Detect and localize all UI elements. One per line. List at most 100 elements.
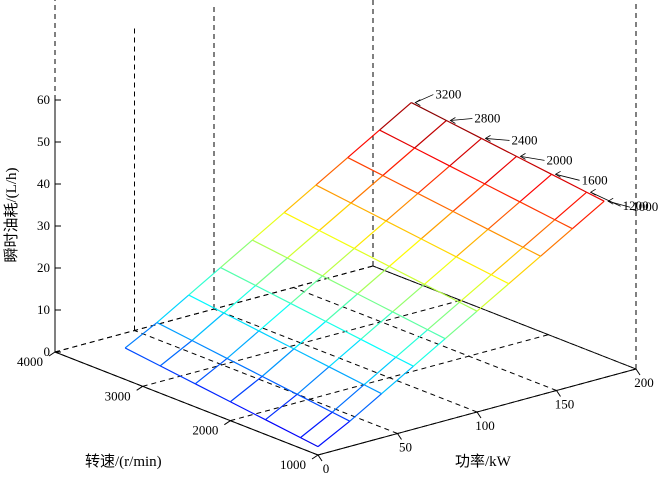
y-tick-mark	[48, 351, 56, 357]
mesh-line-power-60	[325, 320, 362, 340]
mesh-line-rpm-2400	[322, 247, 355, 277]
mesh-line-rpm-1200	[300, 411, 333, 439]
mesh-line-rpm-2800	[414, 120, 447, 149]
mesh-line-power-60	[220, 267, 256, 287]
mesh-line-rpm-2800	[287, 230, 320, 259]
series-label-3200: 3200	[435, 87, 461, 102]
mesh-line-rpm-2800	[255, 257, 288, 286]
mesh-line-rpm-1000	[540, 228, 573, 257]
y-tick-label: 4000	[17, 354, 43, 369]
mesh-line-rpm-2000	[229, 375, 263, 403]
mesh-line-power-100	[283, 212, 320, 232]
y-tick-label: 3000	[105, 388, 131, 403]
mesh-line-power-140	[417, 192, 454, 212]
series-label-1200: 1200	[623, 198, 649, 213]
mesh-line-power-140	[487, 228, 524, 248]
mesh-line-rpm-2000	[325, 293, 358, 322]
floor-grid-line	[134, 330, 398, 434]
mesh-line-power-140	[382, 174, 419, 194]
mesh-line-power-100	[389, 265, 425, 285]
mesh-line-rpm-2000	[484, 155, 517, 185]
mesh-line-power-120	[350, 202, 387, 222]
series-arrow-2000	[520, 155, 545, 161]
floor-grid-line	[142, 299, 461, 387]
series-label-2400: 2400	[511, 132, 537, 147]
mesh-line-rpm-1600	[360, 311, 393, 340]
mesh-line-power-80	[322, 275, 358, 295]
series-arrowhead-1200	[589, 188, 596, 196]
mesh-line-power-160	[554, 219, 573, 230]
mesh-line-rpm-2400	[449, 137, 482, 167]
mesh-line-power-180	[446, 119, 482, 139]
mesh-line-power-0	[124, 347, 161, 367]
x-tick-label: 0	[323, 461, 330, 474]
series-arrowhead-2400	[484, 135, 491, 142]
mesh-line-power-60	[360, 338, 397, 358]
mesh-line-power-40	[258, 330, 295, 350]
mesh-line-power-120	[455, 256, 492, 276]
mesh-line-power-40	[223, 312, 260, 332]
x-tick-mark	[397, 433, 402, 440]
surface-mesh	[124, 102, 605, 448]
x-tick-label: 200	[634, 375, 654, 390]
series-arrowhead-2800	[449, 117, 456, 124]
mesh-line-power-80	[287, 257, 323, 277]
mesh-line-power-40	[328, 366, 365, 386]
mesh-line-rpm-1200	[459, 274, 492, 303]
mesh-line-rpm-1000	[317, 420, 351, 448]
mesh-line-power-20	[156, 322, 193, 342]
mesh-line-rpm-1600	[455, 228, 489, 258]
mesh-line-rpm-2400	[194, 357, 228, 385]
floor-grid-line	[293, 287, 557, 391]
mesh-line-rpm-1000	[413, 338, 446, 367]
x-tick-mark	[556, 390, 561, 397]
mesh-line-rpm-1600	[487, 201, 521, 230]
x-tick-label: 100	[475, 418, 495, 433]
z-axis-label: 瞬时油耗/(L/h)	[3, 168, 20, 263]
mesh-line-rpm-2000	[388, 238, 422, 267]
mesh-line-rpm-2000	[452, 183, 486, 212]
tick-labels: 0501001502001000200030004000010203040506…	[17, 92, 654, 476]
z-tick-label: 0	[44, 344, 51, 359]
mesh-line-rpm-1200	[522, 219, 556, 248]
mesh-line-power-80	[427, 329, 446, 340]
mesh-line-power-80	[252, 239, 288, 259]
mesh-line-rpm-2400	[385, 192, 419, 222]
z-tick-label: 60	[37, 92, 50, 107]
mesh-line-power-120	[385, 220, 422, 240]
z-tick-label: 50	[37, 134, 50, 149]
x-tick-mark	[317, 454, 323, 462]
mesh-line-rpm-3200	[220, 239, 253, 269]
mesh-line-power-100	[353, 247, 390, 267]
mesh-line-power-0	[230, 401, 266, 421]
z-tick-label: 40	[37, 176, 50, 191]
mesh-line-rpm-3200	[315, 157, 349, 186]
mesh-line-rpm-2400	[353, 220, 387, 249]
mesh-line-power-160	[379, 129, 415, 149]
mesh-line-rpm-1000	[349, 393, 382, 422]
mesh-line-rpm-3200	[188, 267, 221, 296]
x-axis-label: 功率/kW	[455, 453, 512, 470]
mesh-line-power-100	[459, 301, 478, 312]
mesh-line-power-180	[516, 155, 552, 175]
mesh-line-rpm-1200	[554, 191, 588, 221]
mesh-line-power-60	[290, 302, 327, 322]
mesh-line-power-0	[300, 437, 319, 448]
mesh-line-power-120	[315, 184, 352, 204]
floor-back-edges	[54, 265, 637, 370]
x-tick-label: 150	[555, 397, 575, 412]
series-arrowhead-2000	[519, 153, 526, 160]
y-tick-mark	[224, 420, 231, 426]
mesh-line-rpm-3200	[156, 294, 190, 324]
mesh-line-rpm-2800	[382, 147, 415, 176]
mesh-line-rpm-3200	[251, 212, 285, 241]
y-axis-label: 转速/(r/min)	[85, 453, 162, 470]
mesh-line-power-40	[188, 294, 225, 314]
z-tick-label: 20	[37, 260, 50, 275]
mesh-line-power-140	[522, 246, 541, 257]
mesh-line-power-160	[519, 201, 556, 221]
mesh-line-rpm-2800	[191, 312, 225, 341]
mesh-line-power-140	[452, 210, 489, 230]
mesh-line-rpm-1200	[395, 329, 429, 358]
